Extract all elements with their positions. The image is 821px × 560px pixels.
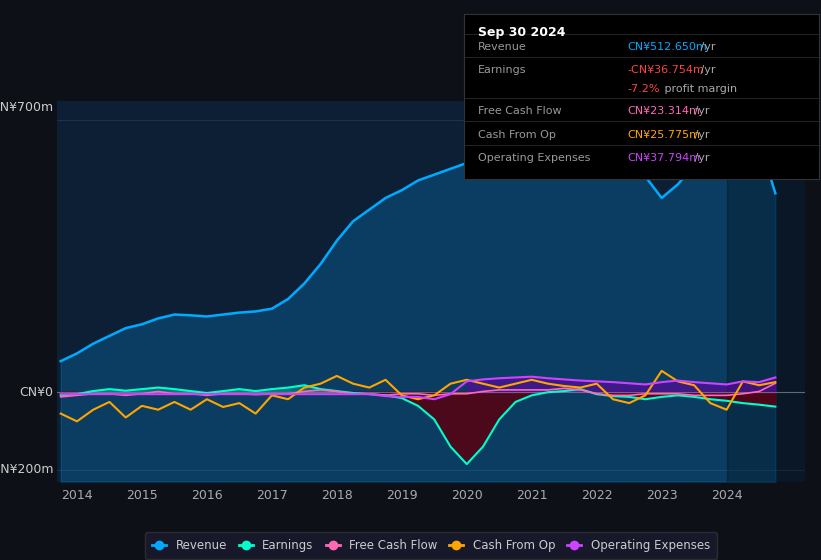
Bar (727, 101, 821, 482)
Text: -CN¥200m: -CN¥200m (0, 464, 53, 477)
Text: /yr: /yr (690, 129, 709, 139)
Text: Free Cash Flow: Free Cash Flow (478, 106, 562, 116)
Text: /yr: /yr (697, 65, 716, 75)
Text: CN¥25.775m: CN¥25.775m (627, 129, 700, 139)
Text: Cash From Op: Cash From Op (478, 129, 556, 139)
Text: CN¥512.650m: CN¥512.650m (627, 42, 707, 52)
Text: CN¥0: CN¥0 (20, 386, 53, 399)
Text: CN¥37.794m: CN¥37.794m (627, 153, 700, 163)
Text: -CN¥36.754m: -CN¥36.754m (627, 65, 704, 75)
Text: CN¥23.314m: CN¥23.314m (627, 106, 699, 116)
Text: /yr: /yr (690, 153, 709, 163)
Text: -7.2%: -7.2% (627, 84, 659, 94)
Text: Revenue: Revenue (478, 42, 527, 52)
Text: Operating Expenses: Operating Expenses (478, 153, 590, 163)
Text: CN¥700m: CN¥700m (0, 101, 53, 114)
Text: /yr: /yr (697, 42, 716, 52)
Text: Sep 30 2024: Sep 30 2024 (478, 26, 566, 39)
Text: profit margin: profit margin (661, 84, 736, 94)
Legend: Revenue, Earnings, Free Cash Flow, Cash From Op, Operating Expenses: Revenue, Earnings, Free Cash Flow, Cash … (144, 533, 718, 559)
Text: Earnings: Earnings (478, 65, 526, 75)
Text: /yr: /yr (690, 106, 709, 116)
